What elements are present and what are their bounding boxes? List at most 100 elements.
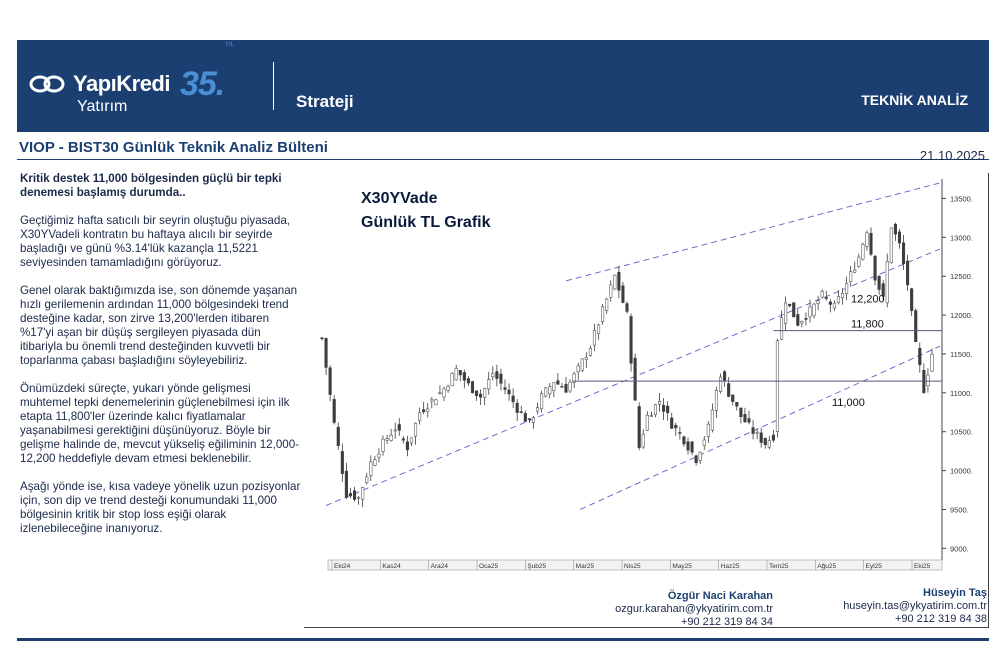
candle-body bbox=[686, 441, 690, 451]
candle-body bbox=[633, 357, 637, 401]
candle-body bbox=[324, 338, 328, 368]
candle-body bbox=[727, 383, 731, 397]
candle-body bbox=[332, 399, 336, 423]
x-tick-label: Oca25 bbox=[479, 563, 499, 570]
candle-body bbox=[743, 414, 747, 423]
candle-body bbox=[499, 373, 503, 384]
candle-body bbox=[609, 284, 613, 298]
commentary-headline: Kritik destek 11,000 bölgesinden güçlü b… bbox=[20, 172, 282, 199]
candle-body bbox=[714, 390, 719, 411]
candle-body bbox=[397, 424, 401, 431]
y-tick-label: 13500. bbox=[950, 194, 973, 203]
candle-body bbox=[759, 432, 763, 443]
brand-subtitle: Yatırım bbox=[77, 98, 128, 115]
candle-body bbox=[906, 260, 910, 286]
candle-body bbox=[649, 415, 653, 417]
candle-body bbox=[462, 372, 466, 381]
candle-body bbox=[694, 455, 698, 464]
analyst-email[interactable]: ozgur.karahan@ykyatirim.com.tr bbox=[615, 603, 773, 615]
commentary-paragraph: Önümüzdeki süreçte, yukarı yönde gelişme… bbox=[20, 382, 300, 465]
candle-body bbox=[804, 318, 808, 320]
candle-body bbox=[889, 227, 893, 263]
y-tick-label: 9500. bbox=[950, 505, 969, 514]
commentary-paragraph: Genel olarak baktığımızda ise, son dönem… bbox=[20, 284, 298, 367]
trend-line-resistance bbox=[565, 182, 941, 282]
candle-body bbox=[836, 296, 841, 304]
candle-body bbox=[901, 242, 906, 265]
anniversary-unit: YIL bbox=[225, 42, 235, 48]
candle-body bbox=[438, 392, 442, 394]
candle-body bbox=[706, 423, 710, 437]
x-tick-label: Kas24 bbox=[382, 563, 401, 570]
candle-body bbox=[519, 411, 523, 413]
candle-body bbox=[751, 427, 755, 434]
candle-body bbox=[747, 418, 751, 423]
commentary-paragraph: Aşağı yönde ise, kısa vadeye yönelik uzu… bbox=[20, 480, 301, 535]
candle-body bbox=[540, 393, 544, 410]
candle-body bbox=[580, 358, 584, 371]
candle-body bbox=[816, 300, 820, 304]
candle-body bbox=[454, 368, 458, 381]
candle-body bbox=[674, 424, 678, 429]
x-axis-band bbox=[327, 559, 943, 571]
candle-body bbox=[409, 437, 414, 444]
candle-body bbox=[426, 408, 430, 412]
candle-body bbox=[735, 402, 739, 407]
candle-body bbox=[853, 269, 857, 273]
candle-body bbox=[474, 390, 479, 397]
candle-body bbox=[653, 404, 658, 415]
analyst-card: Hüseyin Taş huseyin.tas@ykyatirim.com.tr… bbox=[843, 587, 987, 626]
level-label: 11,000 bbox=[832, 397, 865, 409]
candle-body bbox=[698, 451, 702, 461]
candle-body bbox=[422, 409, 426, 413]
candle-body bbox=[788, 303, 792, 307]
candle-body bbox=[832, 302, 836, 309]
candle-body bbox=[893, 223, 897, 235]
candle-body bbox=[723, 371, 727, 381]
y-tick-label: 11000. bbox=[950, 389, 972, 398]
candle-body bbox=[588, 348, 592, 356]
candle-body bbox=[621, 285, 625, 303]
candle-body bbox=[434, 399, 438, 406]
candle-body bbox=[556, 380, 560, 385]
candle-body bbox=[442, 388, 446, 398]
candle-body bbox=[625, 303, 629, 312]
candle-body bbox=[552, 382, 556, 392]
candle-body bbox=[755, 431, 759, 434]
brand-logo: YapıKredi 35. bbox=[29, 65, 225, 103]
analyst-email[interactable]: huseyin.tas@ykyatirim.com.tr bbox=[843, 600, 987, 612]
analyst-phone: +90 212 319 84 34 bbox=[680, 616, 773, 628]
candle-body bbox=[666, 405, 670, 414]
x-tick-label: May25 bbox=[672, 563, 692, 570]
candle-body bbox=[413, 422, 418, 437]
candle-body bbox=[535, 407, 540, 412]
candle-body bbox=[381, 438, 385, 452]
candle-body bbox=[690, 441, 694, 453]
candle-body bbox=[430, 398, 434, 402]
candle-body bbox=[352, 490, 357, 500]
candle-body bbox=[373, 459, 377, 466]
level-label: 12,200 bbox=[851, 294, 885, 306]
brand-name: YapıKredi bbox=[73, 71, 170, 96]
candle-body bbox=[731, 394, 735, 402]
candle-body bbox=[405, 441, 409, 451]
candle-body bbox=[771, 434, 775, 441]
x-tick-label: Ara24 bbox=[431, 563, 449, 570]
candle-body bbox=[796, 314, 800, 326]
candle-body bbox=[792, 302, 796, 318]
candle-body bbox=[857, 256, 861, 267]
chart-title: X30YVade bbox=[361, 190, 438, 207]
candle-body bbox=[662, 404, 666, 412]
x-tick-label: Nis25 bbox=[624, 563, 641, 570]
candle-body bbox=[645, 415, 649, 431]
candle-body bbox=[739, 407, 743, 417]
candle-body bbox=[596, 324, 601, 334]
trend-line-support bbox=[580, 345, 941, 510]
candle-body bbox=[613, 274, 617, 290]
candle-body bbox=[710, 409, 714, 431]
candle-body bbox=[446, 386, 450, 391]
candle-body bbox=[820, 291, 824, 298]
candle-body bbox=[678, 432, 682, 434]
candle-body bbox=[629, 316, 633, 364]
x-tick-label: Eki24 bbox=[334, 563, 351, 570]
